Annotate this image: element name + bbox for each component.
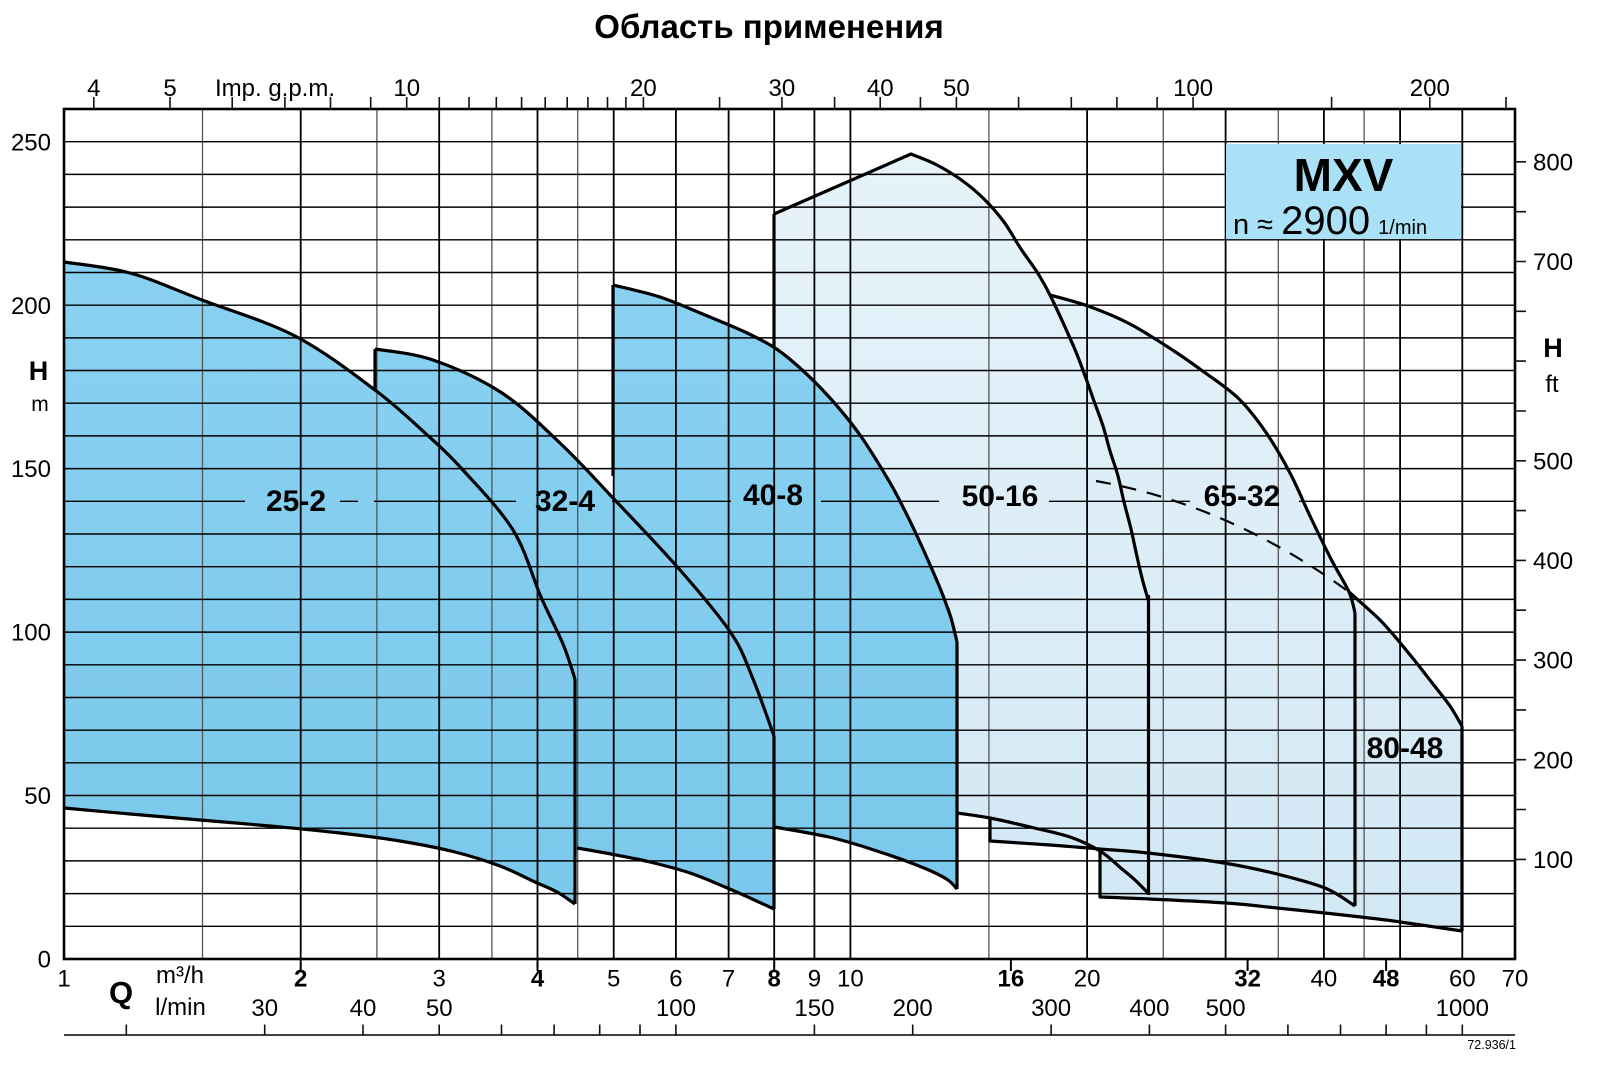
svg-text:50: 50 [24,783,51,810]
svg-text:9: 9 [808,966,821,993]
svg-text:8: 8 [768,966,781,993]
svg-text:Область применения: Область применения [594,8,943,45]
svg-text:MXV: MXV [1294,149,1394,201]
svg-text:50: 50 [943,75,970,102]
svg-text:150: 150 [794,995,834,1022]
svg-text:400: 400 [1129,995,1169,1022]
svg-text:l/min: l/min [155,994,206,1021]
svg-text:Q: Q [109,975,133,1010]
svg-text:6: 6 [669,966,682,993]
svg-text:400: 400 [1533,548,1573,575]
svg-text:20: 20 [1074,966,1101,993]
svg-text:150: 150 [11,456,51,483]
svg-text:50: 50 [426,995,453,1022]
svg-text:100: 100 [1173,75,1213,102]
svg-text:500: 500 [1206,995,1246,1022]
svg-text:16: 16 [998,966,1025,993]
svg-text:200: 200 [1533,747,1573,774]
svg-text:65-32: 65-32 [1204,480,1281,513]
svg-text:20: 20 [630,75,657,102]
svg-text:1000: 1000 [1436,995,1489,1022]
svg-text:700: 700 [1533,249,1573,276]
svg-text:m: m [31,393,49,416]
svg-text:72.936/1: 72.936/1 [1467,1038,1516,1052]
svg-text:200: 200 [1410,75,1450,102]
svg-text:1: 1 [57,966,70,993]
svg-text:H: H [29,356,49,386]
svg-text:3: 3 [433,966,446,993]
svg-text:300: 300 [1533,648,1573,675]
svg-text:5: 5 [163,75,176,102]
svg-text:200: 200 [893,995,933,1022]
svg-text:25-2: 25-2 [266,485,326,518]
svg-text:300: 300 [1031,995,1071,1022]
svg-text:800: 800 [1533,149,1573,176]
svg-text:500: 500 [1533,448,1573,475]
svg-text:ft: ft [1545,371,1559,398]
svg-text:200: 200 [11,293,51,320]
svg-text:80-48: 80-48 [1367,732,1444,765]
svg-text:30: 30 [769,75,796,102]
svg-text:4: 4 [87,75,100,102]
svg-text:5: 5 [607,966,620,993]
svg-text:H: H [1543,333,1563,363]
svg-text:40: 40 [867,75,894,102]
svg-text:30: 30 [251,995,278,1022]
svg-text:40: 40 [1311,966,1338,993]
svg-text:m³/h: m³/h [156,962,204,989]
svg-text:100: 100 [11,620,51,647]
svg-text:250: 250 [11,129,51,156]
svg-text:60: 60 [1449,966,1476,993]
svg-text:40: 40 [350,995,377,1022]
svg-text:n ≈ 2900 1/min: n ≈ 2900 1/min [1233,199,1427,243]
svg-text:48: 48 [1373,966,1400,993]
svg-text:7: 7 [722,966,735,993]
svg-text:100: 100 [656,995,696,1022]
svg-text:100: 100 [1533,847,1573,874]
svg-text:10: 10 [393,75,420,102]
svg-text:40-8: 40-8 [743,479,803,512]
svg-text:2: 2 [294,966,307,993]
svg-text:32-4: 32-4 [535,485,595,518]
svg-text:10: 10 [837,966,864,993]
svg-text:Imp. g.p.m.: Imp. g.p.m. [215,75,335,102]
svg-text:0: 0 [38,947,51,974]
svg-text:4: 4 [531,966,545,993]
svg-text:50-16: 50-16 [962,480,1039,513]
svg-text:32: 32 [1234,966,1261,993]
svg-text:70: 70 [1502,966,1529,993]
